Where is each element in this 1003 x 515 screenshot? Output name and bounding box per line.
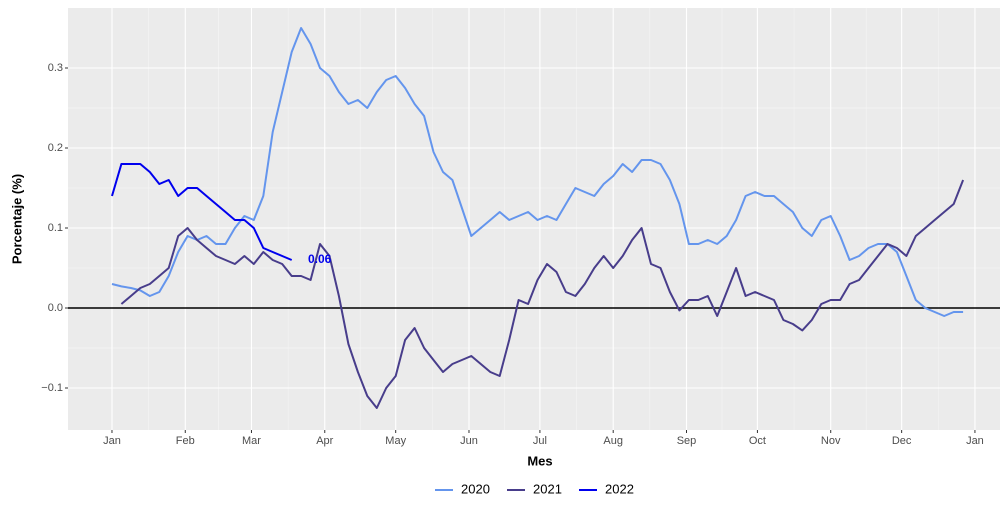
legend-label: 2022: [605, 481, 634, 496]
x-tick-label: Jun: [460, 435, 478, 447]
x-tick-label: Oct: [749, 435, 766, 447]
series-line: [111, 163, 293, 261]
y-tick-label: 0.1: [48, 222, 63, 234]
x-tick-label: Dec: [892, 435, 912, 447]
x-tick-label: Aug: [603, 435, 623, 447]
y-tick-label: 0.0: [48, 302, 63, 314]
series-line: [120, 179, 965, 409]
y-tick-label: −0.1: [41, 382, 63, 394]
x-tick-label: Jan: [103, 435, 121, 447]
x-axis-title: Mes: [527, 453, 552, 468]
x-tick-label: Jan: [966, 435, 984, 447]
x-tick-label: Sep: [677, 435, 697, 447]
annotation: 0.06: [308, 252, 332, 266]
x-tick-label: Mar: [242, 435, 261, 447]
legend-label: 2020: [461, 481, 490, 496]
x-tick-label: May: [385, 435, 406, 447]
panel: [68, 8, 1000, 430]
y-tick-label: 0.2: [48, 142, 63, 154]
x-tick-label: Apr: [316, 435, 333, 447]
x-tick-label: Nov: [821, 435, 841, 447]
legend-label: 2021: [533, 481, 562, 496]
x-tick-label: Feb: [176, 435, 195, 447]
y-axis-title: Porcentaje (%): [9, 174, 24, 264]
series-line: [111, 27, 964, 317]
y-tick-label: 0.3: [48, 62, 63, 74]
x-tick-label: Jul: [533, 435, 547, 447]
